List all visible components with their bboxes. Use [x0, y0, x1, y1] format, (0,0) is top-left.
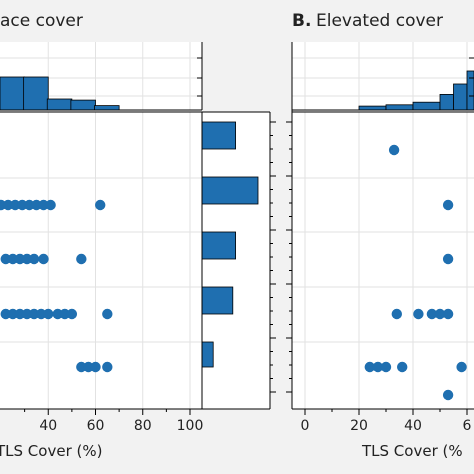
panel-a-point-r4-9 — [66, 308, 78, 320]
panel-b-hist-bar-1 — [385, 104, 414, 111]
panel-a-hist-bar-0 — [0, 76, 26, 111]
panel-b-point-r5-4 — [456, 361, 467, 373]
panel-a-tick-label-60: 60 — [87, 418, 105, 434]
panel-a-point-r2-8 — [95, 199, 106, 211]
panel-b-hist-bar-4 — [453, 83, 468, 111]
panel-a-point-r3-6 — [76, 253, 87, 265]
panel-b-point-r4-3 — [434, 308, 446, 320]
axis-ticks — [24, 57, 474, 415]
panel-a-hist-bar-2 — [46, 98, 73, 111]
panel-a-right-hist-bar-2 — [201, 176, 259, 205]
panel-a-point-r2-7 — [45, 199, 56, 211]
panel-a-tick-label-100: 100 — [177, 418, 204, 434]
panel-b-point-r3-0 — [442, 253, 454, 265]
panel-b-point-r5-2 — [380, 361, 392, 373]
panel-b-point-r4-0 — [391, 308, 402, 320]
panel-b-hist-bar-2 — [412, 101, 441, 111]
panel-a-hist-bar-4 — [94, 105, 120, 111]
panel-b-point-r2-0 — [442, 199, 454, 211]
panel-b-point-r4-2 — [426, 308, 438, 320]
panel-b-point-r4-1 — [413, 308, 424, 320]
panel-a-point-r4-6 — [43, 308, 54, 320]
panel-b-point-r6-0 — [442, 389, 454, 401]
panel-a-right-hist-bar-5 — [201, 341, 214, 368]
panel-b-tick-label-0: 0 — [301, 418, 310, 434]
panel-b-point-r1-0 — [388, 144, 400, 156]
panel-b-tick-label-60: 6 — [463, 418, 472, 434]
panel-b-hist-bar-5 — [466, 70, 474, 111]
panel-b-title: Elevated cover — [316, 11, 443, 31]
tick-labels: 40 60 80 100 0 20 40 6 — [39, 418, 471, 434]
panel-b-tick-label-20: 20 — [350, 418, 368, 434]
panel-a-point-r5-3 — [102, 361, 113, 373]
panel-b-x-axis-label: TLS Cover (% — [361, 442, 463, 460]
panel-a-hist-bar-3 — [70, 99, 96, 111]
panel-a-right-hist-bar-3 — [201, 231, 236, 260]
panel-b-point-r5-0 — [364, 361, 375, 373]
panel-a-title: ace cover — [0, 11, 83, 31]
panel-b-points — [364, 144, 467, 401]
panel-a-hist-bar-1 — [23, 76, 49, 111]
panel-b-tick-label-40: 40 — [404, 418, 422, 434]
panel-a-x-axis-label: TLS Cover (%) — [0, 442, 102, 460]
panel-b-point-r4-4 — [442, 308, 454, 320]
panel-a-tick-label-40: 40 — [39, 418, 57, 434]
panel-b-point-r5-1 — [372, 361, 384, 373]
panel-a-point-r3-4 — [28, 253, 40, 265]
panel-a-right-hist-bar-1 — [201, 121, 236, 150]
panel-a-gridlines — [0, 42, 202, 409]
panel-a-points — [0, 199, 113, 373]
panel-a-point-r3-5 — [38, 253, 49, 265]
panel-a-top-histogram — [0, 76, 120, 111]
panel-a-right-hist-bar-4 — [201, 286, 234, 315]
panel-b-title-letter: B. — [292, 11, 311, 31]
panel-b-hist-bar-3 — [439, 94, 454, 111]
panel-a-point-r4-10 — [102, 308, 113, 320]
panel-a-point-r5-2 — [90, 361, 101, 373]
panel-b-point-r5-3 — [397, 361, 408, 373]
panel-b-top-histogram — [358, 70, 474, 111]
panel-a-tick-label-80: 80 — [134, 418, 152, 434]
panel-b-hist-bar-0 — [358, 105, 387, 111]
panel-a-right-histogram — [201, 121, 259, 368]
